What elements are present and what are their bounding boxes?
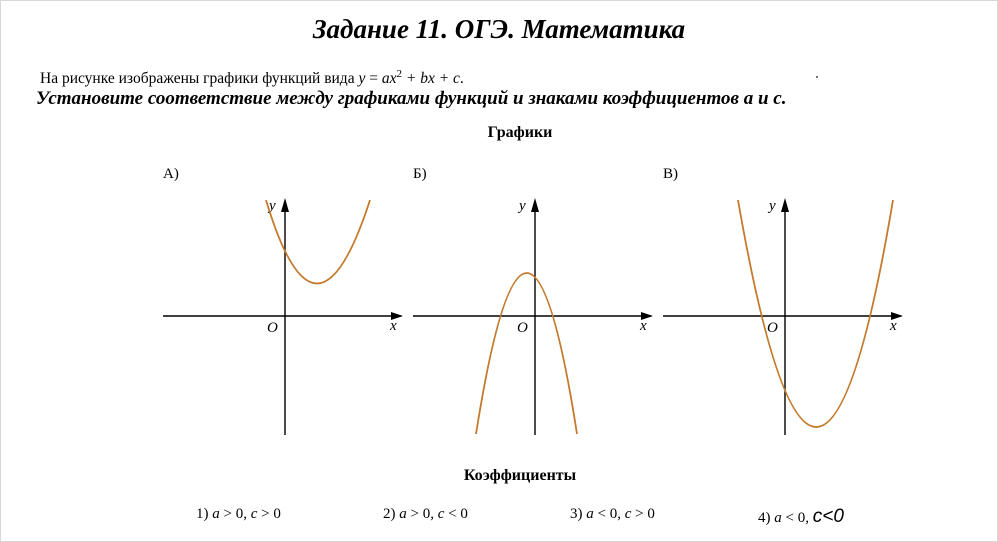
coef-2-num: 2)	[383, 506, 396, 522]
intro-period: .	[459, 70, 464, 88]
coef-2-c: c	[437, 506, 445, 522]
coef-4-num: 4)	[758, 510, 771, 526]
coef-3-num: 3)	[570, 506, 583, 522]
formula-eq: =	[365, 70, 382, 88]
graph-b-y-arrow	[531, 198, 539, 212]
graph-a-x-arrow	[391, 312, 403, 320]
graph-a-label: А)	[163, 166, 179, 182]
coef-4-a-cond: < 0,	[781, 510, 813, 526]
graph-a-origin: O	[267, 320, 278, 336]
intro-text: На рисунке изображены графики функций ви…	[40, 68, 464, 88]
graph-c-parabola	[737, 199, 894, 428]
graphs-heading: Графики	[487, 124, 553, 141]
graph-a-y-letter: y	[267, 198, 276, 214]
coef-3-c: c	[624, 506, 632, 522]
coef-1-a-cond: > 0,	[219, 506, 251, 522]
graph-c-label: В)	[663, 166, 678, 182]
coefficient-option-3: 3) a < 0, c > 0	[570, 506, 655, 523]
coefficient-option-4: 4) a < 0, c<0	[758, 506, 844, 528]
coef-2-a-cond: > 0,	[406, 506, 438, 522]
instruction-text: Установите соответствие между графиками …	[36, 88, 787, 109]
formula-ax: ax	[381, 70, 397, 88]
coef-3-c-cond: > 0	[631, 506, 655, 522]
graph-b-x-arrow	[641, 312, 653, 320]
graph-b-origin: O	[517, 320, 528, 336]
stray-dot	[816, 76, 818, 78]
coefficient-option-2: 2) a > 0, c < 0	[383, 506, 468, 523]
formula-y: y	[358, 70, 366, 88]
graph-b-parabola	[475, 272, 578, 435]
graph-b-y-letter: y	[517, 198, 526, 214]
intro-sentence: На рисунке изображены графики функций ви…	[40, 70, 355, 88]
graph-a-y-arrow	[281, 198, 289, 212]
coef-4-a: a	[774, 510, 782, 526]
formula-sup: 2	[396, 68, 402, 80]
coef-2-a: a	[399, 506, 407, 522]
coef-1-num: 1)	[196, 506, 209, 522]
graph-c-x-letter: x	[889, 318, 897, 334]
coef-2-c-cond: < 0	[444, 506, 468, 522]
coef-1-c-cond: > 0	[257, 506, 281, 522]
coefficient-option-1: 1) a > 0, c > 0	[196, 506, 281, 523]
graph-c: y x O	[663, 198, 903, 435]
graph-b-label: Б)	[413, 166, 427, 182]
graph-a: y x O	[163, 198, 403, 435]
graph-b-x-letter: x	[639, 318, 647, 334]
graph-c-x-arrow	[891, 312, 903, 320]
coef-1-c: c	[250, 506, 258, 522]
coefficients-heading: Коэффициенты	[463, 467, 577, 484]
coef-3-a: a	[586, 506, 594, 522]
formula-rest: + bx + c	[401, 70, 460, 88]
graph-a-x-letter: x	[389, 318, 397, 334]
graph-c-origin: O	[767, 320, 778, 336]
formula: y = ax2 + bx + c	[358, 68, 460, 88]
coef-3-a-cond: < 0,	[593, 506, 625, 522]
graph-c-y-letter: y	[767, 198, 776, 214]
graph-b: y x O	[413, 198, 653, 435]
graph-a-parabola	[265, 199, 371, 285]
graph-c-y-arrow	[781, 198, 789, 212]
page-title: Задание 11. ОГЭ. Математика	[312, 14, 686, 44]
coef-4-c-cond: c<0	[812, 506, 844, 527]
coef-1-a: a	[212, 506, 220, 522]
